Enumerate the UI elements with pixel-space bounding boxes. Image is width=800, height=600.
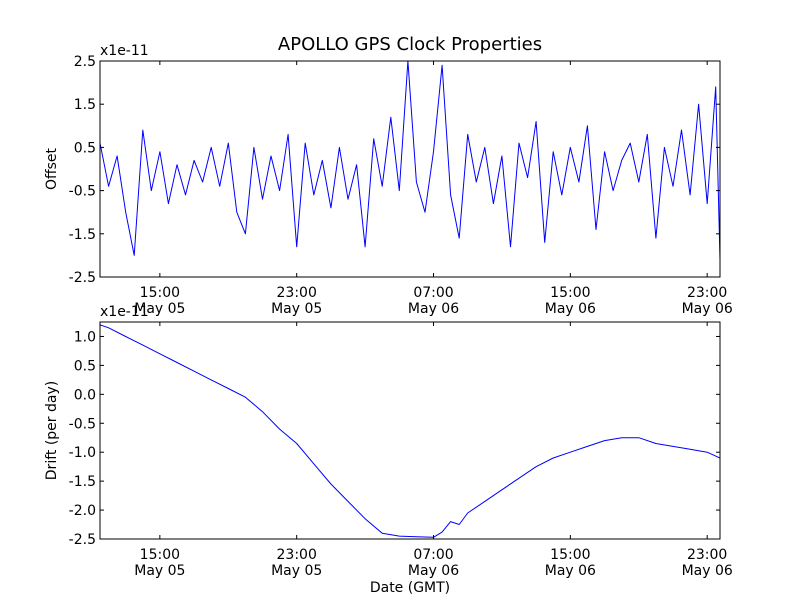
offset-xtick-time-label: 15:00 (550, 285, 590, 301)
offset-xtick-time-label: 15:00 (140, 285, 180, 301)
offset-xtick-time-label: 23:00 (277, 285, 317, 301)
drift-ylabel: Drift (per day) (44, 381, 60, 480)
drift-axes-frame (99, 321, 721, 540)
offset-ytick-label: 0.5 (74, 140, 96, 156)
drift-ytick-label: -1.5 (69, 474, 96, 490)
offset-xtick-date-label: May 06 (682, 301, 733, 317)
drift-ytick-label: 0.0 (74, 387, 96, 403)
offset-ytick-label: -2.5 (69, 270, 96, 286)
offset-xtick-date-label: May 05 (134, 301, 185, 317)
drift-xtick-time-label: 15:00 (140, 547, 180, 563)
offset-series-line (100, 61, 720, 260)
drift-xtick-time-label: 23:00 (277, 547, 317, 563)
offset-xtick-time-label: 23:00 (687, 285, 727, 301)
drift-ytick-label: 0.5 (74, 358, 96, 374)
drift-ytick-label: -2.0 (69, 503, 96, 519)
offset-xtick-time-label: 07:00 (413, 285, 453, 301)
offset-scale-label: x1e-11 (100, 43, 149, 59)
drift-xtick-date-label: May 06 (545, 563, 596, 579)
offset-ytick-label: 2.5 (74, 54, 96, 70)
offset-xtick-date-label: May 06 (408, 301, 459, 317)
drift-xtick-time-label: 15:00 (550, 547, 590, 563)
drift-xtick-date-label: May 06 (408, 563, 459, 579)
drift-xtick-date-label: May 05 (271, 563, 322, 579)
drift-scale-label: x1e-11 (100, 304, 149, 320)
drift-ytick-label: 1.0 (74, 329, 96, 345)
offset-xtick-date-label: May 05 (271, 301, 322, 317)
drift-xtick-time-label: 23:00 (687, 547, 727, 563)
drift-ytick-label: -0.5 (69, 416, 96, 432)
offset-xtick-date-label: May 06 (545, 301, 596, 317)
drift-xtick-date-label: May 05 (134, 563, 185, 579)
offset-axes-frame (99, 60, 721, 278)
offset-ylabel: Offset (44, 147, 60, 190)
drift-xtick-date-label: May 06 (682, 563, 733, 579)
drift-ytick-label: -1.0 (69, 445, 96, 461)
drift-xlabel: Date (GMT) (370, 580, 450, 596)
chart-title: APOLLO GPS Clock Properties (278, 34, 542, 55)
offset-ytick-label: -1.5 (69, 227, 96, 243)
offset-ytick-label: -0.5 (69, 184, 96, 200)
drift-series-line (100, 324, 720, 538)
drift-ytick-label: -2.5 (69, 532, 96, 548)
drift-xtick-time-label: 07:00 (413, 547, 453, 563)
offset-ytick-label: 1.5 (74, 97, 96, 113)
